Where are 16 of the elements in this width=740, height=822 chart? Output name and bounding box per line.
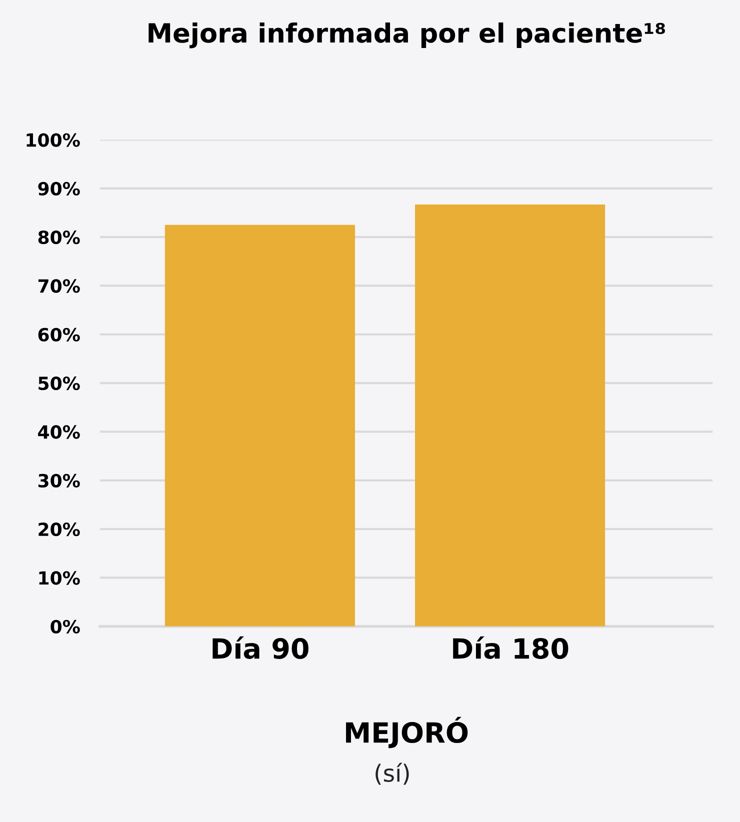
y-tick-label: 60% (38, 328, 80, 342)
chart-title: Mejora informada por el paciente¹⁸ (148, 22, 665, 48)
y-tick-label: 10% (39, 571, 80, 585)
y-tick-label: 0% (50, 620, 80, 634)
y-tick-label: 70% (38, 279, 80, 293)
y-tick-label: 40% (38, 425, 80, 439)
y-tick-label: 50% (38, 376, 80, 390)
y-tick-label: 100% (26, 133, 80, 147)
x-tick-label: Día 90 (212, 636, 308, 659)
text: (sí) (376, 762, 409, 785)
y-tick-label: 30% (38, 474, 80, 488)
y-tick-label: 90% (38, 182, 80, 196)
y-tick-label: 20% (38, 522, 80, 536)
x-tick-label: Día 180 (453, 636, 568, 659)
x-axis-title: MEJORÓ (346, 716, 468, 748)
y-tick-label: 80% (38, 230, 80, 244)
